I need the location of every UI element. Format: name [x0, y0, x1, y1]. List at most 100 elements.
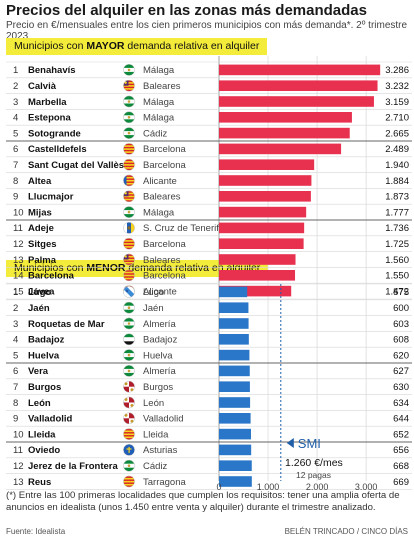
author-credit: BELÉN TRINCADO / CINCO DÍAS [284, 527, 408, 536]
rank-label: 10 [13, 207, 24, 218]
flag-andalucia-icon [123, 349, 135, 361]
data-bar [219, 397, 251, 408]
rank-label: 8 [13, 398, 18, 409]
value-label: 603 [393, 319, 409, 330]
flag-extremadura-icon [123, 333, 135, 346]
smi-note: 12 pagas [296, 470, 331, 480]
data-bar [219, 64, 381, 76]
value-label: 652 [393, 429, 409, 440]
province-label: Badajoz [143, 335, 178, 346]
value-label: 1.884 [385, 176, 409, 187]
rank-label: 2 [13, 81, 18, 92]
value-label: 608 [393, 335, 409, 346]
municipality-label: Mijas [28, 207, 52, 218]
smi-arrow-icon [286, 438, 294, 448]
rank-label: 14 [13, 271, 24, 282]
municipality-label: Reus [28, 477, 51, 488]
data-bar [219, 159, 315, 170]
province-label: Alicante [143, 286, 177, 297]
flag-castillaleon-icon [123, 396, 135, 409]
data-bar [219, 349, 250, 361]
x-tick-label: 3.000 [355, 482, 378, 490]
value-label: 1.472 [385, 286, 409, 297]
bottom-section-banner: Municipios con MENOR demanda relativa en… [6, 260, 269, 277]
rank-label: 13 [13, 477, 24, 488]
municipality-label: Llucmajor [28, 192, 74, 203]
rank-label: 11 [13, 445, 23, 456]
value-label: 620 [393, 350, 409, 361]
province-label: Tarragona [143, 477, 186, 488]
value-label: 669 [393, 477, 409, 488]
rank-label: 3 [13, 97, 18, 108]
flag-andalucia-icon [123, 95, 135, 108]
municipality-label: León [28, 398, 51, 409]
municipality-label: Oviedo [28, 445, 60, 456]
province-label: Jaén [143, 303, 164, 314]
rank-label: 6 [13, 144, 18, 155]
value-label: 1.777 [385, 207, 409, 218]
municipality-label: Valladolid [28, 414, 73, 425]
value-label: 1.873 [385, 192, 409, 203]
data-bar [219, 302, 249, 313]
province-label: S. Cruz de Tenerife [143, 223, 224, 234]
municipality-label: Jaén [28, 303, 50, 314]
municipality-label: Altea [28, 176, 52, 187]
province-label: Burgos [143, 382, 173, 393]
data-bar [219, 175, 312, 186]
rank-label: 3 [13, 319, 18, 330]
footnote: (*) Entre las 100 primeras localidades q… [6, 490, 400, 513]
flag-andalucia-icon [123, 317, 135, 330]
municipality-label: Vera [28, 366, 49, 377]
data-bar [219, 381, 250, 392]
value-label: 2.489 [385, 144, 409, 155]
municipality-label: Jávea [28, 286, 55, 297]
page-title: Precios del alquiler en las zonas más de… [6, 2, 367, 19]
province-label: Málaga [143, 207, 175, 218]
municipality-label: Roquetas de Mar [28, 319, 105, 330]
data-bar [219, 334, 249, 345]
data-bar [219, 318, 249, 329]
rank-label: 4 [13, 335, 18, 346]
data-bar [219, 191, 311, 202]
flag-andalucia-icon [123, 301, 135, 314]
province-label: Baleares [143, 81, 181, 92]
rent-bar-chart: 1 Benahavís Málaga 3.286 2 Calvià Baleares 3.23… [6, 56, 412, 490]
province-label: Barcelona [143, 271, 186, 282]
province-label: Málaga [143, 97, 175, 108]
municipality-label: Palma [28, 255, 57, 266]
municipality-label: Lugo [28, 287, 51, 298]
data-bar [219, 460, 252, 471]
rank-label: 7 [13, 160, 18, 171]
flag-cataluna-icon [123, 143, 135, 155]
rank-label: 5 [13, 128, 18, 139]
flag-cataluna-icon [123, 475, 135, 488]
municipality-label: Sant Cugat del Vallès [28, 160, 124, 171]
municipality-label: Barcelona [28, 271, 75, 282]
data-bar [219, 270, 296, 281]
value-label: 600 [393, 303, 409, 314]
municipality-label: Calvià [28, 81, 57, 92]
municipality-label: Sitges [28, 239, 57, 250]
source-note: Fuente: Idealista [6, 527, 66, 536]
province-label: Valladolid [143, 414, 184, 425]
x-tick-label: 1.000 [257, 482, 280, 490]
rank-label: 5 [13, 350, 18, 361]
municipality-label: Badajoz [28, 335, 65, 346]
flag-cataluna-icon [123, 158, 135, 171]
data-bar [219, 96, 374, 107]
data-bar [219, 127, 350, 139]
flag-cataluna-icon [123, 237, 135, 250]
rank-label: 1 [13, 287, 18, 298]
municipality-label: Burgos [28, 382, 61, 393]
smi-label: SMI [298, 436, 321, 451]
top-section-banner: Municipios con MAYOR demanda relativa en… [6, 38, 268, 55]
flag-canarias-icon [123, 222, 135, 234]
value-label: 1.736 [385, 223, 409, 234]
data-bar [219, 112, 352, 123]
value-label: 627 [393, 366, 409, 377]
data-bar [219, 80, 378, 91]
x-tick-label: 2.000 [306, 482, 329, 490]
rank-label: 9 [13, 414, 18, 425]
value-label: 1.560 [385, 255, 409, 266]
rank-label: 8 [13, 176, 18, 187]
